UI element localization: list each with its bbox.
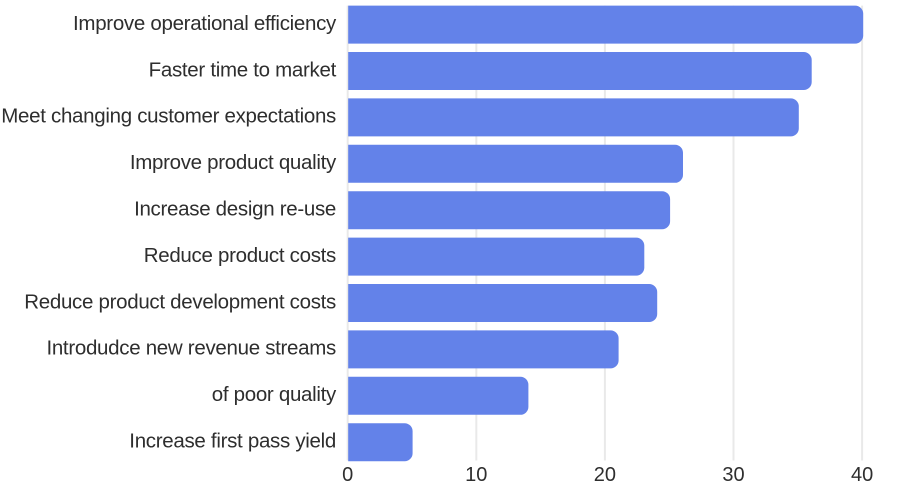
svg-text:0: 0 [342, 464, 353, 486]
svg-text:Improve operational efficiency: Improve operational efficiency [73, 12, 337, 35]
svg-text:Faster time to market: Faster time to market [149, 58, 337, 81]
svg-text:Meet changing customer expecta: Meet changing customer expectations [1, 105, 336, 128]
svg-text:Increase design re-use: Increase design re-use [134, 198, 336, 221]
svg-text:20: 20 [594, 464, 616, 486]
svg-text:Improve product quality: Improve product quality [130, 151, 337, 174]
svg-text:Increase first pass yield: Increase first pass yield [129, 430, 336, 453]
svg-text:10: 10 [465, 464, 487, 486]
svg-text:Reduce product development cos: Reduce product development costs [24, 290, 336, 313]
svg-text:Introdudce new revenue streams: Introdudce new revenue streams [46, 337, 336, 360]
svg-text:Reduce product costs: Reduce product costs [144, 244, 336, 267]
svg-text:30: 30 [722, 464, 744, 486]
svg-text:40: 40 [851, 464, 873, 486]
svg-text:of poor quality: of poor quality [212, 383, 337, 406]
